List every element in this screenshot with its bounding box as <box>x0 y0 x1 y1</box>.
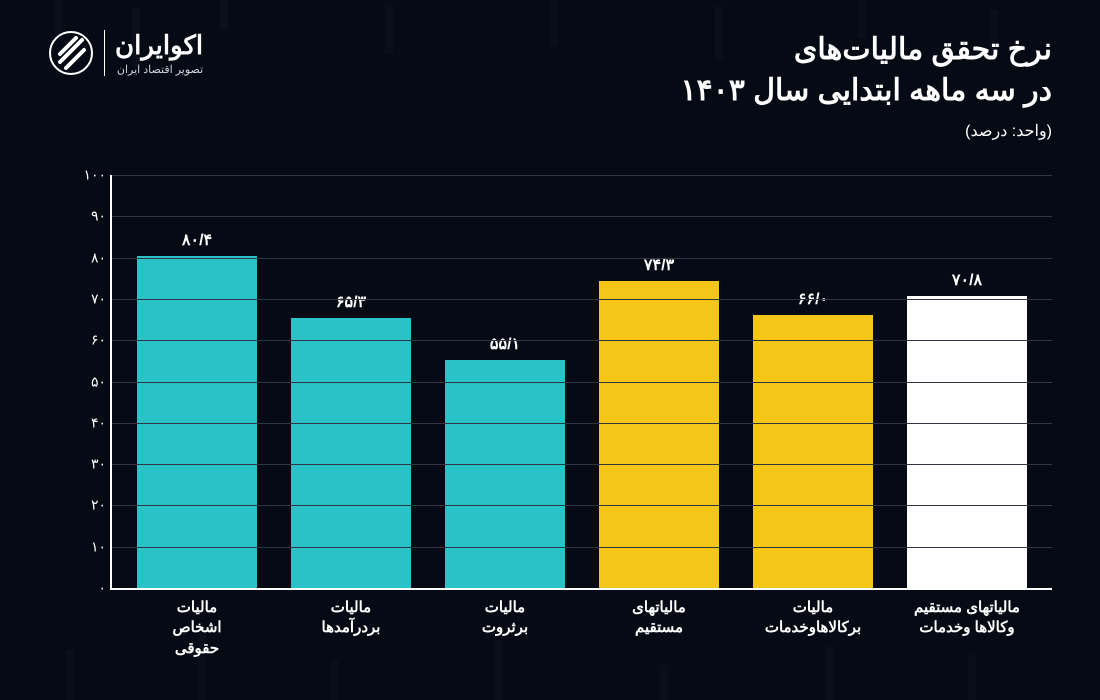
gridline <box>112 299 1052 300</box>
ytick: ۱۰۰ <box>72 167 106 184</box>
brand-logo: اکوایران تصویر اقتصاد ایران <box>48 30 203 76</box>
brand-tagline: تصویر اقتصاد ایران <box>115 63 203 76</box>
title-line-2: در سه ماهه ابتدایی سال ۱۴۰۳ <box>680 71 1052 112</box>
gridline <box>112 175 1052 176</box>
bar-value: ۵۵/۱ <box>490 334 520 354</box>
ytick: ۵۰ <box>72 373 106 390</box>
ytick: ۳۰ <box>72 456 106 473</box>
bar-rect <box>445 360 565 588</box>
xlabel-2: مالیات برثروت <box>428 598 582 659</box>
title-line-1: نرخ تحقق مالیات‌های <box>680 30 1052 71</box>
ytick: ۶۰ <box>72 332 106 349</box>
title-block: نرخ تحقق مالیات‌های در سه ماهه ابتدایی س… <box>680 30 1052 141</box>
gridline <box>112 216 1052 217</box>
xlabel-3: مالیاتهای مستقیم <box>582 598 736 659</box>
ytick: ۷۰ <box>72 290 106 307</box>
ytick: ۱۰ <box>72 538 106 555</box>
gridline <box>112 258 1052 259</box>
header: نرخ تحقق مالیات‌های در سه ماهه ابتدایی س… <box>48 30 1052 141</box>
ytick: ۴۰ <box>72 414 106 431</box>
gridline <box>112 547 1052 548</box>
gridline <box>112 464 1052 465</box>
gridline <box>112 505 1052 506</box>
gridline <box>112 382 1052 383</box>
xlabel-4: مالیات برکالاهاوخدمات <box>736 598 890 659</box>
unit-label: (واحد: درصد) <box>680 121 1052 141</box>
xlabel-0: مالیات اشخاص حقوقی <box>120 598 274 659</box>
bar-value: ۶۵/۳ <box>336 292 366 312</box>
brand-name: اکوایران <box>115 30 203 61</box>
ytick: ۹۰ <box>72 208 106 225</box>
xlabel-5: مالیاتهای مستقیم وکالاها وخدمات <box>890 598 1044 659</box>
xlabel-1: مالیات بردرآمدها <box>274 598 428 659</box>
x-labels: مالیات اشخاص حقوقی مالیات بردرآمدها مالی… <box>112 588 1052 659</box>
plot-area: ۸۰/۴ ۶۵/۳ ۵۵/۱ ۷۴/۳ ۶۶/۰ ۷۰/۸ <box>110 175 1052 590</box>
bar-chart: ۸۰/۴ ۶۵/۳ ۵۵/۱ ۷۴/۳ ۶۶/۰ ۷۰/۸ <box>70 175 1052 590</box>
gridline <box>112 340 1052 341</box>
ytick: ۰ <box>72 580 106 597</box>
ytick: ۲۰ <box>72 497 106 514</box>
ytick: ۸۰ <box>72 249 106 266</box>
brand-icon <box>48 30 94 76</box>
gridline <box>112 423 1052 424</box>
logo-divider <box>104 30 105 76</box>
bar-rect <box>599 281 719 588</box>
bar-value: ۷۰/۸ <box>952 270 982 290</box>
bar-value: ۸۰/۴ <box>182 230 212 250</box>
